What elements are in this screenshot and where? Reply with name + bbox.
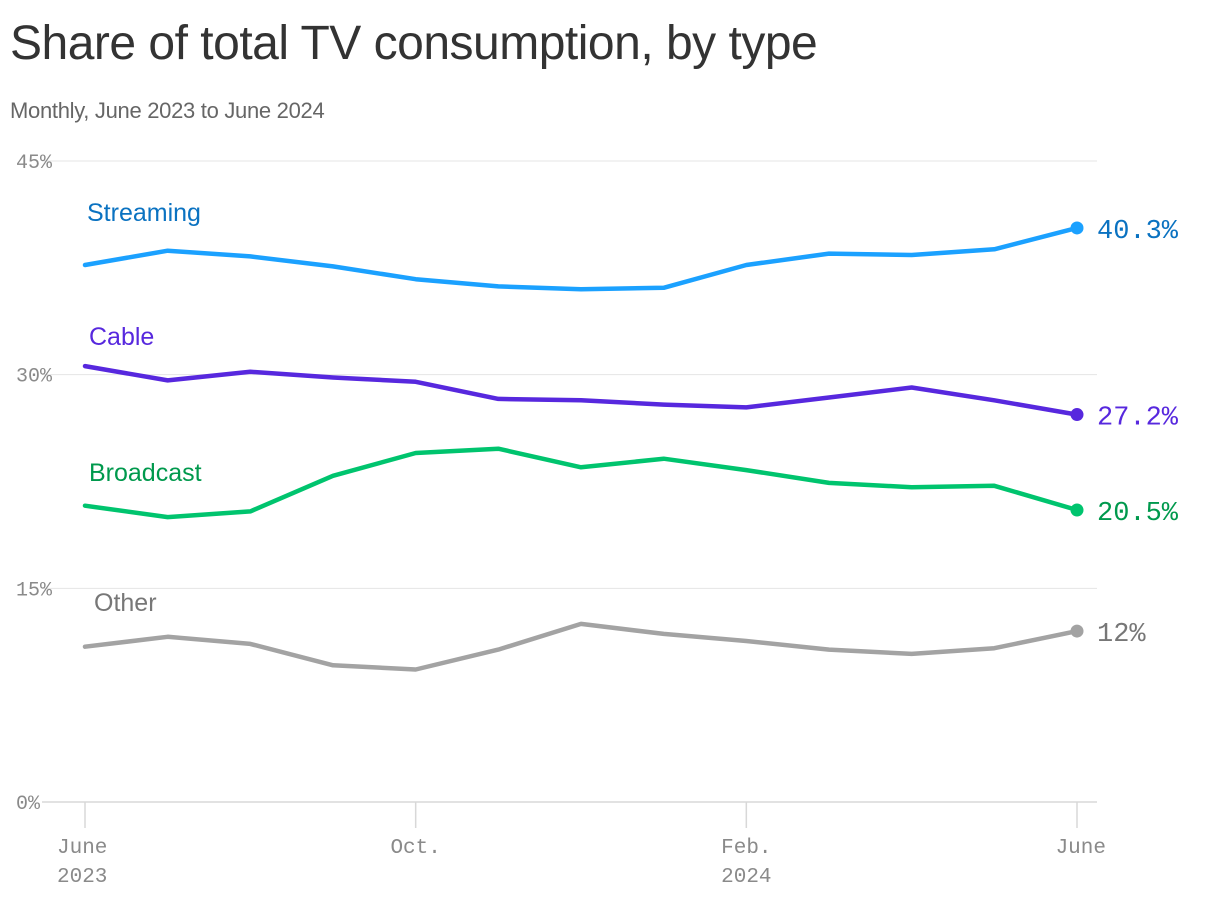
broadcast-end-point: [1070, 503, 1084, 517]
broadcast-end-value-label: 20.5%: [1097, 499, 1179, 529]
x-tick-label: Oct.: [390, 837, 440, 860]
x-tick-label: Feb.: [721, 837, 771, 860]
y-tick-label: 15%: [16, 579, 53, 602]
chart-title: Share of total TV consumption, by type: [10, 17, 818, 70]
streaming-end-value-label: 40.3%: [1097, 217, 1179, 247]
broadcast-series-line: [82, 446, 1080, 520]
streaming-end-point: [1070, 221, 1084, 235]
cable-series-line: [82, 363, 1080, 417]
y-tick-label: 45%: [16, 152, 53, 175]
x-tick-label-year: 2023: [57, 866, 107, 889]
other-end-point: [1070, 624, 1084, 638]
x-tick-label: June: [57, 837, 107, 860]
other-series-line: [82, 621, 1080, 672]
broadcast-series-label: Broadcast: [89, 459, 202, 487]
other-series-label: Other: [94, 589, 157, 617]
x-tick-label: June: [1056, 837, 1106, 860]
cable-series-label: Cable: [89, 323, 154, 351]
chart-subtitle: Monthly, June 2023 to June 2024: [10, 98, 325, 123]
y-tick-label: 30%: [16, 366, 53, 389]
other-end-value-label: 12%: [1097, 620, 1146, 650]
streaming-series-line: [82, 225, 1080, 292]
cable-end-value-label: 27.2%: [1097, 404, 1179, 434]
cable-end-point: [1070, 408, 1084, 422]
x-tick-label-year: 2024: [721, 866, 771, 889]
streaming-series-label: Streaming: [87, 199, 201, 227]
y-tick-label: 0%: [16, 793, 41, 816]
